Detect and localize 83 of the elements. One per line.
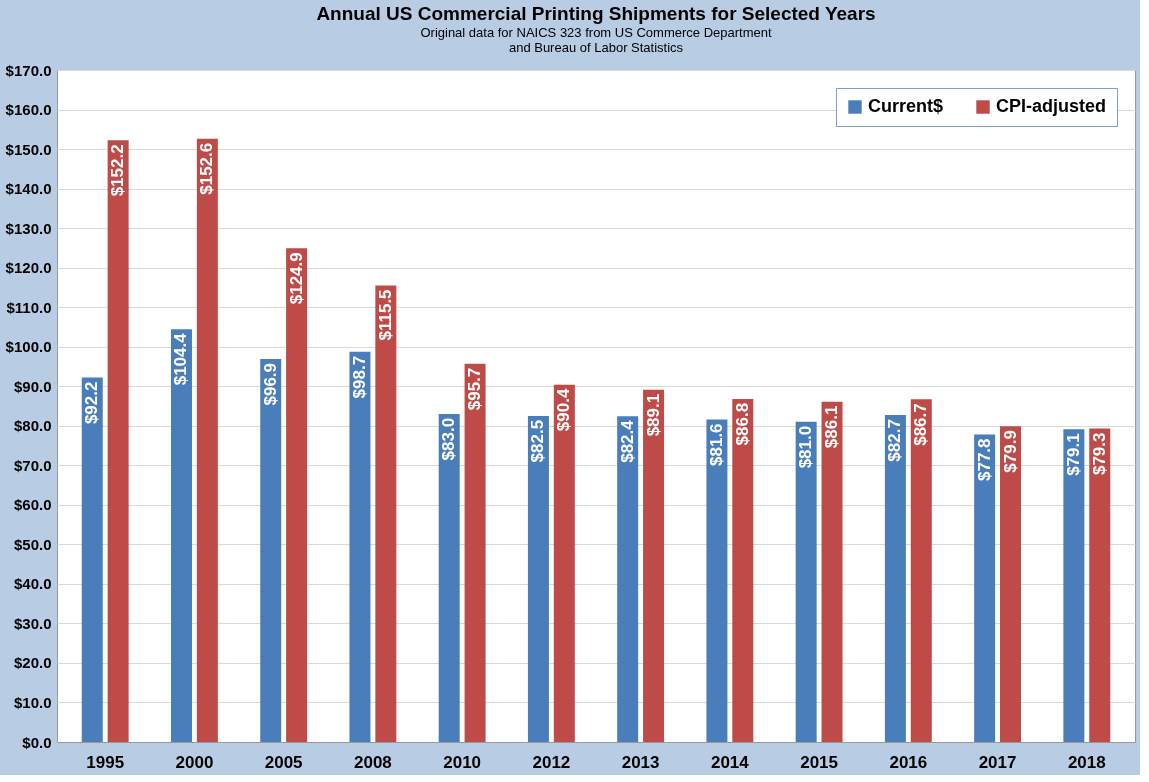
y-tick-label: $50.0 bbox=[13, 535, 52, 553]
bar bbox=[974, 434, 996, 742]
y-tick-label: $140.0 bbox=[5, 180, 52, 198]
data-label: $86.8 bbox=[732, 402, 752, 446]
data-label: $83.0 bbox=[439, 417, 459, 461]
y-tick-label: $80.0 bbox=[13, 417, 52, 435]
bar bbox=[884, 415, 906, 742]
data-label: $115.5 bbox=[375, 289, 395, 341]
y-tick-label: $100.0 bbox=[5, 338, 52, 356]
bar bbox=[643, 389, 665, 742]
data-label: $81.6 bbox=[706, 423, 726, 466]
y-tick-label: $20.0 bbox=[13, 654, 52, 672]
y-tick-label: $60.0 bbox=[13, 496, 52, 514]
x-tick-label: 2017 bbox=[978, 752, 1017, 772]
x-tick-label: 2016 bbox=[889, 752, 928, 772]
data-label: $86.7 bbox=[911, 403, 931, 446]
data-label: $90.4 bbox=[554, 388, 574, 432]
data-label: $96.9 bbox=[260, 362, 280, 406]
bar bbox=[1089, 428, 1111, 742]
bar bbox=[196, 138, 218, 742]
bar bbox=[910, 399, 932, 742]
x-tick-label: 1995 bbox=[86, 752, 125, 772]
bar bbox=[527, 415, 549, 742]
bar bbox=[732, 398, 754, 742]
x-tick-label: 2013 bbox=[621, 752, 660, 772]
y-tick-label: $10.0 bbox=[13, 693, 52, 711]
data-label: $152.2 bbox=[108, 144, 128, 197]
data-label: $95.7 bbox=[465, 367, 485, 411]
bar bbox=[107, 140, 129, 742]
y-tick-label: $130.0 bbox=[5, 219, 52, 237]
bar bbox=[553, 384, 575, 742]
y-tick-label: $0.0 bbox=[22, 733, 52, 751]
data-label: $79.3 bbox=[1089, 432, 1109, 476]
bar bbox=[706, 419, 728, 742]
data-label: $86.1 bbox=[822, 405, 842, 449]
x-tick-label: 2000 bbox=[175, 752, 214, 772]
data-label: $124.9 bbox=[286, 252, 306, 305]
bar bbox=[349, 351, 371, 742]
bar bbox=[1000, 426, 1022, 742]
data-label: $79.1 bbox=[1063, 433, 1083, 476]
y-tick-label: $150.0 bbox=[5, 140, 52, 158]
chart-title: Annual US Commercial Printing Shipments for Selected Years bbox=[316, 3, 876, 24]
data-label: $98.7 bbox=[349, 355, 369, 399]
legend-label: CPI-adjusted bbox=[996, 96, 1107, 116]
bar bbox=[795, 421, 817, 742]
y-tick-label: $120.0 bbox=[5, 259, 52, 277]
y-tick-label: $70.0 bbox=[13, 456, 52, 474]
x-tick-label: 2018 bbox=[1067, 752, 1106, 772]
data-label: $82.5 bbox=[528, 419, 548, 463]
y-tick-label: $90.0 bbox=[13, 377, 52, 395]
bar bbox=[617, 416, 639, 742]
data-label: $81.0 bbox=[796, 425, 816, 469]
y-tick-label: $170.0 bbox=[5, 61, 52, 79]
bar bbox=[438, 413, 460, 742]
data-label: $82.4 bbox=[617, 419, 637, 463]
bar bbox=[821, 401, 843, 742]
bar bbox=[375, 285, 397, 742]
x-tick-label: 2015 bbox=[800, 752, 839, 772]
bar bbox=[260, 358, 282, 742]
y-tick-label: $30.0 bbox=[13, 614, 52, 632]
x-tick-label: 2014 bbox=[710, 752, 750, 772]
text: and Bureau of Labor Statistics bbox=[508, 40, 684, 55]
x-tick-label: 2005 bbox=[264, 752, 303, 772]
legend-label: Current$ bbox=[868, 96, 944, 116]
y-tick-label: $40.0 bbox=[13, 575, 52, 593]
data-label: $152.6 bbox=[197, 142, 217, 195]
data-label: $92.2 bbox=[82, 381, 102, 425]
data-label: $79.9 bbox=[1000, 430, 1020, 473]
x-tick-label: 2010 bbox=[443, 752, 482, 772]
data-label: $104.4 bbox=[171, 332, 191, 386]
data-label: $89.1 bbox=[643, 393, 663, 437]
data-label: $82.7 bbox=[885, 419, 905, 462]
bar bbox=[81, 377, 103, 742]
x-tick-label: 2008 bbox=[353, 752, 392, 772]
bar bbox=[464, 363, 486, 742]
text: Original data for NAICS 323 from US Commerce Department bbox=[420, 25, 772, 40]
y-tick-label: $160.0 bbox=[5, 101, 52, 119]
y-tick-label: $110.0 bbox=[6, 298, 52, 316]
bar bbox=[1063, 429, 1085, 742]
x-tick-label: 2012 bbox=[532, 752, 571, 772]
data-label: $77.8 bbox=[974, 438, 994, 482]
bar bbox=[170, 329, 192, 742]
bar bbox=[286, 248, 308, 742]
